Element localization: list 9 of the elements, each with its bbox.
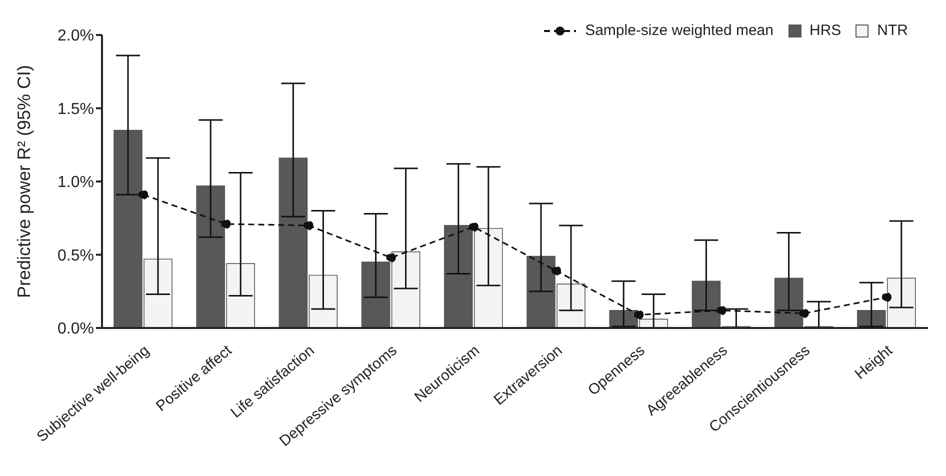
y-tick-label: 0.0% [58,320,94,338]
legend-label: HRS [810,22,842,39]
legend-label: NTR [877,22,908,39]
y-tick-label: 1.5% [58,100,94,118]
y-tick-label: 2.0% [58,28,94,45]
y-tick-label: 0.5% [58,247,94,264]
y-tick-label: 1.0% [58,174,94,192]
legend-label: Sample-size weighted mean [585,22,774,39]
y-axis-title: Predictive power R² (95% CI) [14,64,34,298]
